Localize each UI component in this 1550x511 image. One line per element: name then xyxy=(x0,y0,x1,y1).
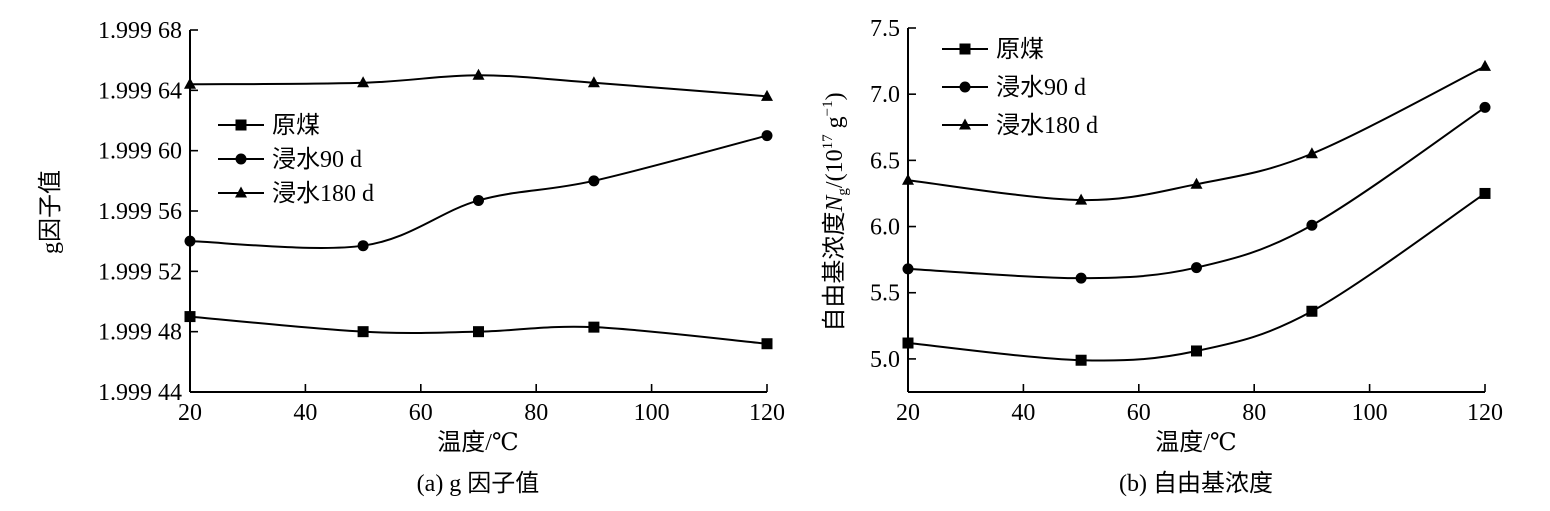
data-point xyxy=(1479,101,1491,113)
data-point xyxy=(184,235,196,247)
x-tick-label: 100 xyxy=(634,400,670,426)
panel-b-y-axis-label: 自由基浓度Ng/(1017 g−1) xyxy=(820,92,851,331)
series-line xyxy=(907,192,1486,362)
legend-marker xyxy=(235,119,247,131)
data-point xyxy=(588,321,600,333)
data-point xyxy=(1479,59,1491,71)
x-tick-label: 80 xyxy=(1242,400,1266,426)
legend-marker xyxy=(959,81,971,93)
y-tick-label: 1.999 56 xyxy=(98,199,182,225)
data-point xyxy=(1075,354,1087,366)
data-point xyxy=(588,175,600,187)
y-tick-label: 1.999 68 xyxy=(98,18,182,44)
y-tick-label: 1.999 64 xyxy=(98,78,182,104)
panel-a-x-axis-label: 温度/℃ xyxy=(437,429,519,456)
panel-b-caption: (b) 自由基浓度 xyxy=(1119,470,1273,497)
x-tick-label: 60 xyxy=(1127,400,1151,426)
data-point xyxy=(357,240,369,252)
legend-marker xyxy=(959,118,971,130)
panel-a-y-axis-label: g因子值 xyxy=(37,170,64,254)
x-tick-label: 100 xyxy=(1352,400,1388,426)
data-point xyxy=(1191,345,1202,357)
data-point xyxy=(473,326,484,338)
data-point xyxy=(902,173,914,185)
panel-b-x-ticks: 20 40 60 80 100 120 xyxy=(896,384,1503,426)
y-tick-label: 6.0 xyxy=(870,215,900,241)
y-tick-label: 1.999 60 xyxy=(98,139,182,165)
data-point xyxy=(761,89,773,101)
x-tick-label: 120 xyxy=(1467,400,1503,426)
panel-a-caption: (a) g 因子值 xyxy=(417,470,540,497)
y-tick-label: 5.0 xyxy=(870,347,900,373)
x-tick-label: 40 xyxy=(1011,400,1035,426)
legend-label: 原煤 xyxy=(996,36,1044,63)
panel-a-x-ticks: 20 40 60 80 100 120 xyxy=(178,384,785,426)
data-point xyxy=(357,326,369,338)
data-point xyxy=(1306,305,1318,317)
data-point xyxy=(587,76,600,88)
legend-label: 浸水90 d xyxy=(996,74,1086,101)
legend-label: 浸水180 d xyxy=(996,112,1098,139)
y-tick-label: 5.5 xyxy=(870,281,900,307)
data-point xyxy=(1306,219,1318,231)
panel-b-series xyxy=(902,59,1491,366)
data-point xyxy=(1191,262,1202,274)
panel-a-y-ticks: 1.999 44 1.999 48 1.999 52 1.999 56 1.999 60… xyxy=(98,18,198,406)
x-tick-label: 20 xyxy=(896,400,920,426)
x-tick-label: 120 xyxy=(749,400,785,426)
y-tick-label: 1.999 52 xyxy=(98,259,182,285)
legend-marker xyxy=(235,186,247,198)
legend-marker xyxy=(235,153,247,165)
panel-a-series xyxy=(184,68,773,350)
legend-label: 浸水90 d xyxy=(272,146,362,173)
data-point xyxy=(357,76,370,88)
y-tick-label: 7.0 xyxy=(870,82,900,108)
data-point xyxy=(184,77,196,89)
y-tick-label: 7.5 xyxy=(870,16,900,42)
data-point xyxy=(902,337,914,349)
y-tick-label: 6.5 xyxy=(870,148,900,174)
data-point xyxy=(1190,177,1203,189)
y-tick-label: 1.999 44 xyxy=(98,380,182,406)
data-point xyxy=(761,338,773,350)
data-point xyxy=(902,263,914,275)
data-point xyxy=(1479,187,1491,199)
data-point xyxy=(1075,272,1087,284)
legend-label: 原煤 xyxy=(272,112,320,139)
data-point xyxy=(184,311,196,323)
x-tick-label: 40 xyxy=(293,400,317,426)
data-point xyxy=(1305,147,1318,159)
data-point xyxy=(1075,193,1088,205)
panel-b-x-axis-label: 温度/℃ xyxy=(1155,429,1237,456)
y-tick-label: 1.999 48 xyxy=(98,320,182,346)
data-point xyxy=(761,130,773,142)
panel-b-y-ticks: 5.0 5.5 6.0 6.5 7.0 7.5 xyxy=(870,16,916,373)
x-tick-label: 60 xyxy=(409,400,433,426)
legend-label: 浸水180 d xyxy=(272,180,374,207)
data-point xyxy=(473,194,484,206)
x-tick-label: 20 xyxy=(178,400,202,426)
panel-a: 1.999 44 1.999 48 1.999 52 1.999 56 1.999 60… xyxy=(37,18,785,497)
panel-b: 5.0 5.5 6.0 6.5 7.0 7.5 20 40 60 80 100 120 自由基浓度N… xyxy=(820,16,1503,497)
legend-marker xyxy=(959,43,971,55)
data-point xyxy=(472,68,485,80)
x-tick-label: 80 xyxy=(524,400,548,426)
